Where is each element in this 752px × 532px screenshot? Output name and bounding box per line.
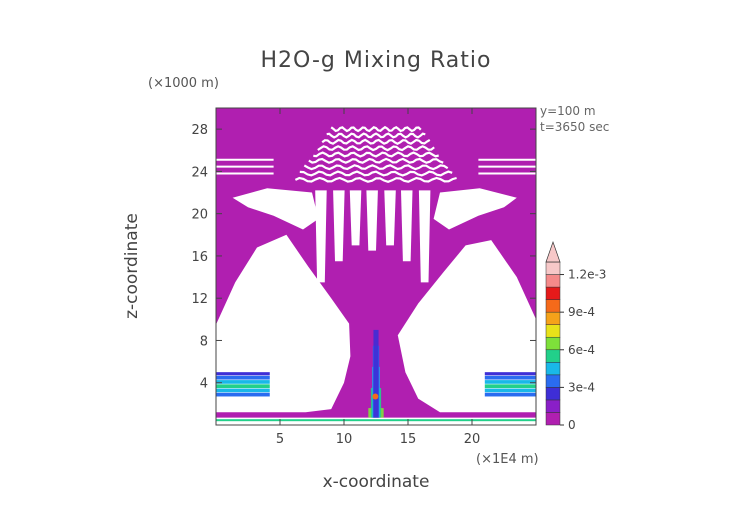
y-axis-label: z-coordinate [122, 213, 142, 319]
white-wave-2 [303, 164, 449, 171]
white-wave-6 [321, 138, 431, 145]
colorbar-segment [545, 336, 561, 351]
white-finger-4 [384, 190, 396, 246]
moist-band-right-0 [484, 392, 536, 397]
white-finger-1 [333, 190, 345, 262]
updraft-max-point [372, 393, 379, 400]
white-finger-3 [366, 190, 378, 251]
white-wave-5 [317, 145, 435, 152]
plot-frame [215, 107, 537, 426]
updraft-core-4 [373, 329, 379, 418]
moist-band-left-4 [216, 375, 270, 380]
colorbar-segment [545, 274, 561, 288]
x-tick-label: 15 [400, 432, 417, 447]
moist-band-right-2 [484, 384, 536, 389]
colorbar-segment [545, 349, 561, 363]
colorbar-segment [545, 261, 561, 275]
white-finger-6 [418, 190, 431, 283]
colorbar-segment [545, 399, 561, 413]
x-tick-label: 20 [464, 432, 481, 447]
colorbar-segment [545, 362, 561, 376]
y-tick-label: 4 [200, 377, 208, 392]
moist-band-right-1 [484, 388, 536, 393]
white-wave-1 [299, 170, 453, 177]
y-tick-label: 20 [191, 208, 208, 223]
colorbar-segment [545, 299, 561, 313]
colorbar-segment [545, 412, 561, 426]
y-tick-label: 12 [191, 292, 208, 307]
colorbar-tick-label: 0 [568, 418, 576, 432]
moist-band-left-5 [216, 372, 270, 376]
colorbar-segment [545, 324, 561, 338]
colorbar-tick-label: 3e-4 [568, 380, 595, 394]
colorbar-segment [545, 311, 561, 325]
annotation-time: t=3650 sec [540, 120, 610, 134]
colorbar-extend-arrow [545, 240, 561, 263]
x-tick-label: 5 [276, 432, 284, 447]
x-axis-label: x-coordinate [322, 472, 430, 492]
colorbar-tick-label: 1.2e-3 [568, 268, 606, 282]
annotation-y: y=100 m [540, 104, 596, 118]
white-right-anvil [433, 188, 517, 230]
white-finger-0 [315, 190, 327, 283]
white-left-lobe [216, 234, 351, 413]
moist-band-left-2 [216, 384, 270, 389]
y-tick-label: 28 [191, 123, 208, 138]
colorbar-tick-label: 6e-4 [568, 343, 595, 357]
colorbar-segment [545, 286, 561, 300]
white-wave-8 [330, 125, 422, 133]
moist-band-left-3 [216, 380, 270, 384]
white-finger-5 [401, 190, 413, 262]
moist-band-right-3 [484, 380, 536, 384]
moist-band-right-4 [484, 375, 536, 380]
white-finger-2 [349, 190, 362, 246]
white-wave-3 [308, 157, 444, 164]
colorbar-segment [545, 387, 561, 401]
white-right-lobe [397, 240, 536, 413]
y-tick-label: 8 [200, 334, 208, 349]
chart-title: H2O-g Mixing Ratio [260, 48, 492, 73]
colorbar-segment [545, 374, 561, 388]
white-wave-4 [313, 151, 439, 158]
x-unit-label: (×1E4 m) [476, 452, 539, 467]
moist-band-left-0 [216, 392, 270, 397]
y-tick-label: 16 [191, 250, 208, 265]
white-wave-0 [294, 176, 457, 183]
x-tick-label: 10 [336, 432, 353, 447]
white-left-anvil [232, 188, 319, 230]
z-unit-label: (×1000 m) [148, 76, 219, 91]
colorbar-tick-label: 9e-4 [568, 305, 595, 319]
white-wave-7 [326, 132, 426, 139]
surface-moist-line [216, 419, 536, 422]
white-bottom-band [216, 417, 536, 425]
y-tick-label: 24 [191, 165, 208, 180]
moist-band-right-5 [484, 372, 536, 376]
moist-band-left-1 [216, 388, 270, 393]
